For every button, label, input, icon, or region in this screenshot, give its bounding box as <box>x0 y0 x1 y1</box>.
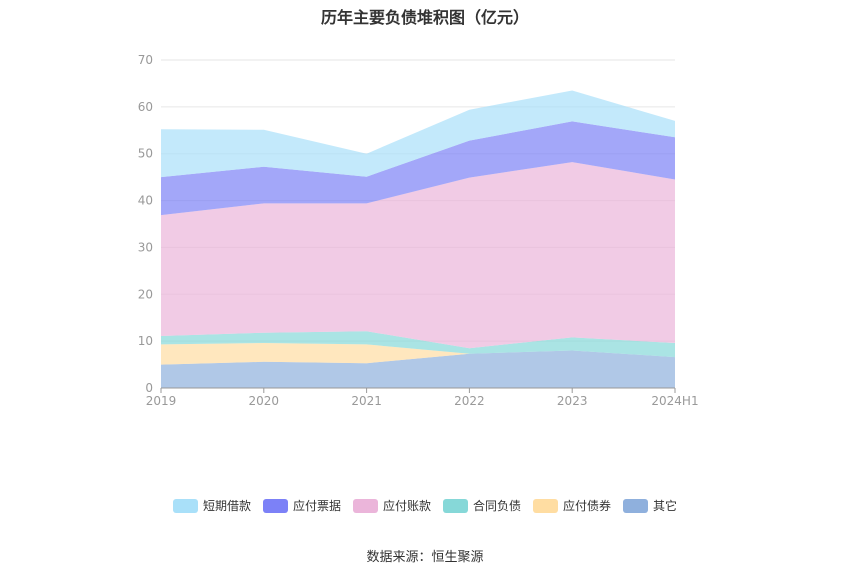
data-source: 数据来源：恒生聚源 <box>366 550 484 565</box>
area-应付账款 <box>161 162 675 349</box>
x-tick-label: 2020 <box>249 394 280 408</box>
legend-label: 短期借款 <box>202 499 251 513</box>
axes: 0 10 20 30 40 50 60 70 2019 2020 2021 2022 2023 2024H… <box>138 53 699 408</box>
area-应付票据 <box>161 121 675 216</box>
area-短期借款 <box>161 90 675 178</box>
x-tick-label: 2021 <box>351 394 382 408</box>
y-tick-label: 70 <box>138 53 153 67</box>
legend-swatch <box>352 498 378 513</box>
x-tick-label: 2024H1 <box>651 394 698 408</box>
legend-label: 应付账款 <box>382 499 431 513</box>
chart-title: 历年主要负债堆积图（亿元） <box>320 8 529 27</box>
legend-item[interactable]: 其它 <box>623 497 677 514</box>
legend-label: 合同负债 <box>473 499 522 513</box>
legend-item[interactable]: 短期借款 <box>172 497 251 514</box>
x-tick-label: 2022 <box>454 394 485 408</box>
legend-item[interactable]: 应付票据 <box>262 497 341 514</box>
x-tick-label: 2023 <box>557 394 588 408</box>
area-应付债券 <box>161 343 675 365</box>
legend-swatch <box>623 498 649 513</box>
legend-label: 其它 <box>653 499 678 513</box>
legend-item[interactable]: 合同负债 <box>443 497 521 514</box>
legend-swatch <box>172 498 198 513</box>
legend-label: 应付票据 <box>292 499 341 513</box>
area-series <box>161 90 675 388</box>
y-tick-label: 60 <box>138 100 153 114</box>
legend: 短期借款 应付票据 应付账款 合同负债 应付债券 其它 <box>0 497 850 514</box>
legend-swatch <box>443 498 468 513</box>
legend-swatch <box>262 498 288 513</box>
y-tick-label: 50 <box>138 147 153 161</box>
legend-item[interactable]: 应付债券 <box>533 497 611 514</box>
y-tick-label: 0 <box>145 381 153 395</box>
area-其它 <box>161 350 675 388</box>
y-tick-label: 30 <box>138 240 153 254</box>
legend-label: 应付债券 <box>563 499 612 513</box>
legend-swatch <box>533 498 559 513</box>
y-tick-label: 20 <box>138 287 153 301</box>
y-tick-label: 10 <box>138 334 153 348</box>
area-合同负债 <box>161 331 675 358</box>
x-tick-label: 2019 <box>146 394 177 408</box>
y-tick-label: 40 <box>138 194 153 208</box>
legend-item[interactable]: 应付账款 <box>352 497 431 514</box>
